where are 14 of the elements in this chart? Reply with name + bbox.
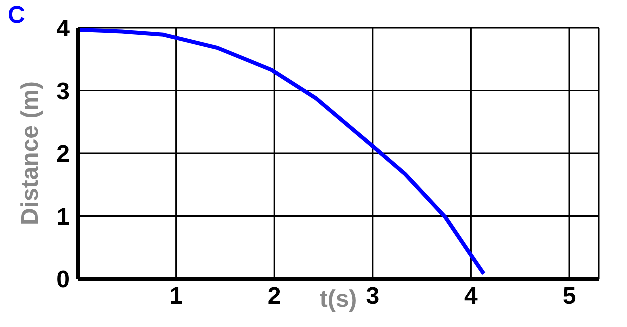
x-tick-label: 1 bbox=[170, 283, 183, 310]
x-axis-title: t(s) bbox=[320, 286, 358, 313]
y-tick-label: 2 bbox=[56, 141, 70, 168]
x-tick-label: 3 bbox=[366, 283, 380, 310]
y-tick-label: 1 bbox=[56, 204, 70, 231]
x-tick-label: 4 bbox=[464, 283, 479, 310]
y-tick-label: 4 bbox=[56, 16, 71, 43]
y-tick-label: 3 bbox=[56, 78, 70, 106]
x-tick-label: 5 bbox=[562, 283, 576, 310]
x-tick-label: 2 bbox=[268, 283, 282, 310]
line-series bbox=[78, 28, 486, 276]
y-tick-label: 0 bbox=[56, 266, 70, 294]
text: C bbox=[8, 2, 26, 30]
y-axis-title: Distance (m) bbox=[17, 81, 44, 226]
